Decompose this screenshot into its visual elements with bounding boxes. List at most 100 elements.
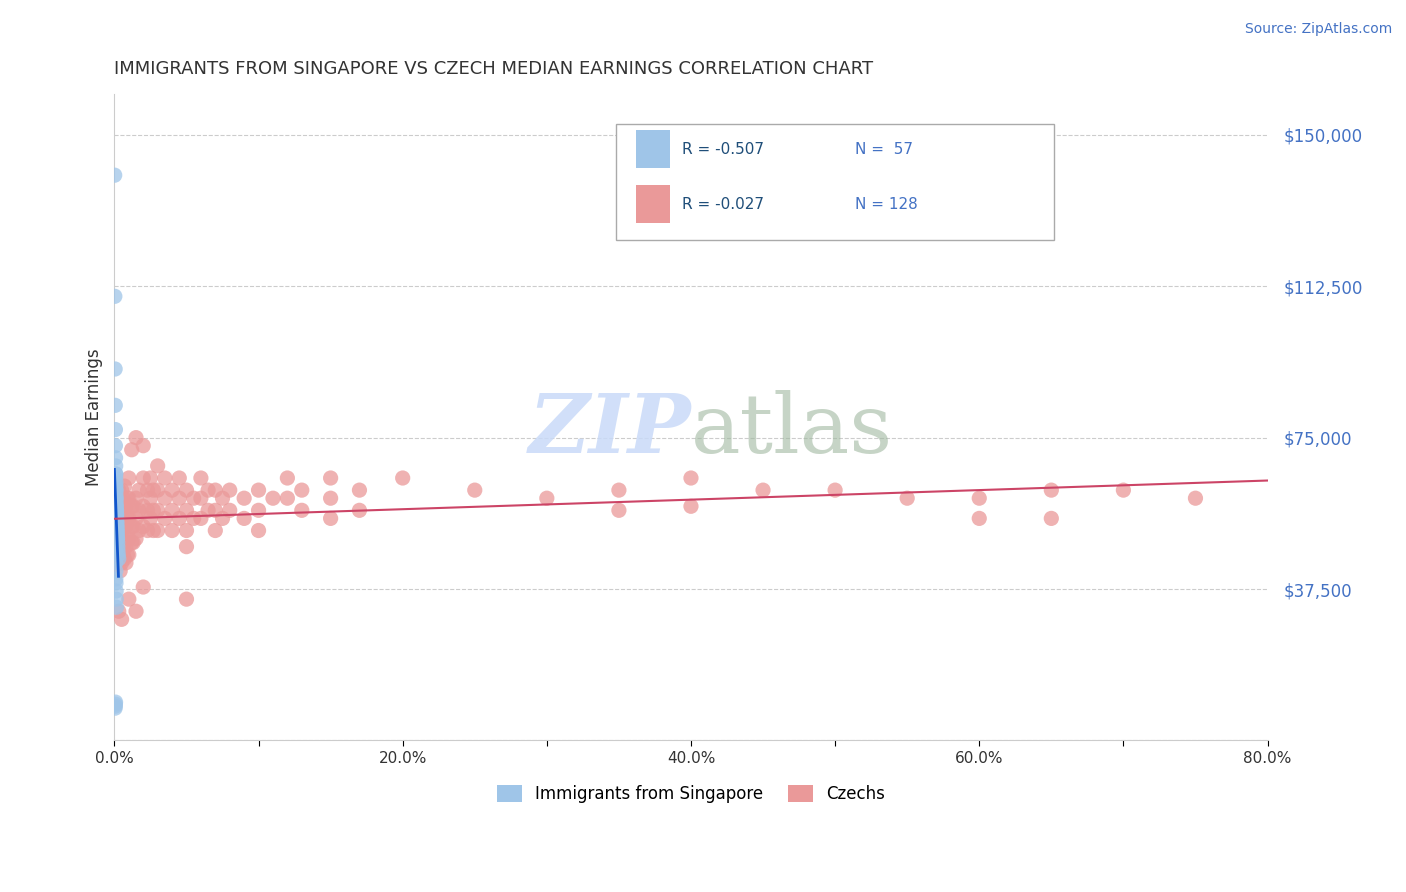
- Point: [128, 524, 150, 538]
- Point: [211, 491, 233, 506]
- Point: [104, 479, 127, 493]
- Point: [110, 503, 132, 517]
- Point: [104, 701, 127, 715]
- Point: [118, 471, 141, 485]
- Point: [218, 483, 240, 497]
- Point: [105, 508, 128, 522]
- Point: [108, 564, 131, 578]
- Point: [117, 548, 139, 562]
- Point: [105, 483, 128, 497]
- Point: [464, 483, 486, 497]
- Point: [107, 540, 129, 554]
- Point: [107, 527, 129, 541]
- Text: N =  57: N = 57: [855, 142, 912, 157]
- Point: [105, 508, 128, 522]
- Point: [104, 524, 127, 538]
- Point: [104, 556, 127, 570]
- Point: [121, 442, 143, 457]
- Point: [1040, 483, 1063, 497]
- Point: [319, 511, 342, 525]
- Point: [125, 491, 148, 506]
- Point: [104, 697, 127, 711]
- Y-axis label: Median Earnings: Median Earnings: [86, 349, 103, 486]
- Point: [104, 495, 127, 509]
- Point: [112, 532, 135, 546]
- Point: [105, 524, 128, 538]
- Point: [204, 503, 226, 517]
- Point: [607, 503, 630, 517]
- Point: [104, 467, 127, 481]
- Point: [233, 511, 256, 525]
- Point: [104, 362, 127, 376]
- Point: [176, 503, 198, 517]
- Point: [125, 604, 148, 618]
- Point: [122, 535, 145, 549]
- Point: [136, 524, 159, 538]
- Point: [105, 592, 128, 607]
- Point: [190, 491, 212, 506]
- Point: [104, 483, 127, 497]
- Point: [104, 543, 127, 558]
- Point: [262, 491, 284, 506]
- Point: [211, 511, 233, 525]
- Point: [110, 556, 132, 570]
- FancyBboxPatch shape: [636, 129, 671, 169]
- Point: [276, 491, 298, 506]
- Point: [752, 483, 775, 497]
- Point: [197, 503, 219, 517]
- Point: [1112, 483, 1135, 497]
- Point: [105, 511, 128, 525]
- Point: [247, 524, 270, 538]
- Point: [607, 483, 630, 497]
- Text: ZIP: ZIP: [529, 391, 690, 470]
- Point: [105, 495, 128, 509]
- Point: [142, 524, 165, 538]
- Point: [117, 491, 139, 506]
- Point: [105, 576, 128, 591]
- Point: [108, 511, 131, 525]
- Point: [118, 532, 141, 546]
- Point: [197, 483, 219, 497]
- Point: [105, 503, 128, 517]
- Point: [349, 503, 371, 517]
- Point: [107, 535, 129, 549]
- Point: [146, 483, 169, 497]
- Point: [104, 289, 127, 303]
- Point: [112, 511, 135, 525]
- Text: IMMIGRANTS FROM SINGAPORE VS CZECH MEDIAN EARNINGS CORRELATION CHART: IMMIGRANTS FROM SINGAPORE VS CZECH MEDIA…: [114, 60, 873, 78]
- Point: [104, 458, 127, 473]
- Point: [105, 516, 128, 530]
- Point: [104, 398, 127, 412]
- Point: [679, 471, 702, 485]
- Point: [183, 511, 205, 525]
- FancyBboxPatch shape: [636, 185, 671, 223]
- Point: [169, 491, 191, 506]
- Point: [105, 487, 128, 501]
- Point: [112, 548, 135, 562]
- Point: [114, 500, 136, 514]
- Text: N = 128: N = 128: [855, 196, 918, 211]
- Point: [319, 491, 342, 506]
- Point: [142, 483, 165, 497]
- Point: [115, 500, 138, 514]
- Point: [153, 491, 176, 506]
- Point: [115, 540, 138, 554]
- Point: [114, 479, 136, 493]
- Point: [105, 500, 128, 514]
- Point: [104, 564, 127, 578]
- Point: [107, 543, 129, 558]
- Point: [136, 483, 159, 497]
- Point: [122, 500, 145, 514]
- Point: [104, 500, 127, 514]
- Point: [105, 532, 128, 546]
- Point: [291, 503, 314, 517]
- Point: [105, 511, 128, 525]
- Point: [176, 524, 198, 538]
- Point: [118, 592, 141, 607]
- Point: [122, 519, 145, 533]
- Point: [104, 423, 127, 437]
- Point: [105, 475, 128, 489]
- Point: [108, 548, 131, 562]
- Point: [107, 540, 129, 554]
- Point: [105, 491, 128, 506]
